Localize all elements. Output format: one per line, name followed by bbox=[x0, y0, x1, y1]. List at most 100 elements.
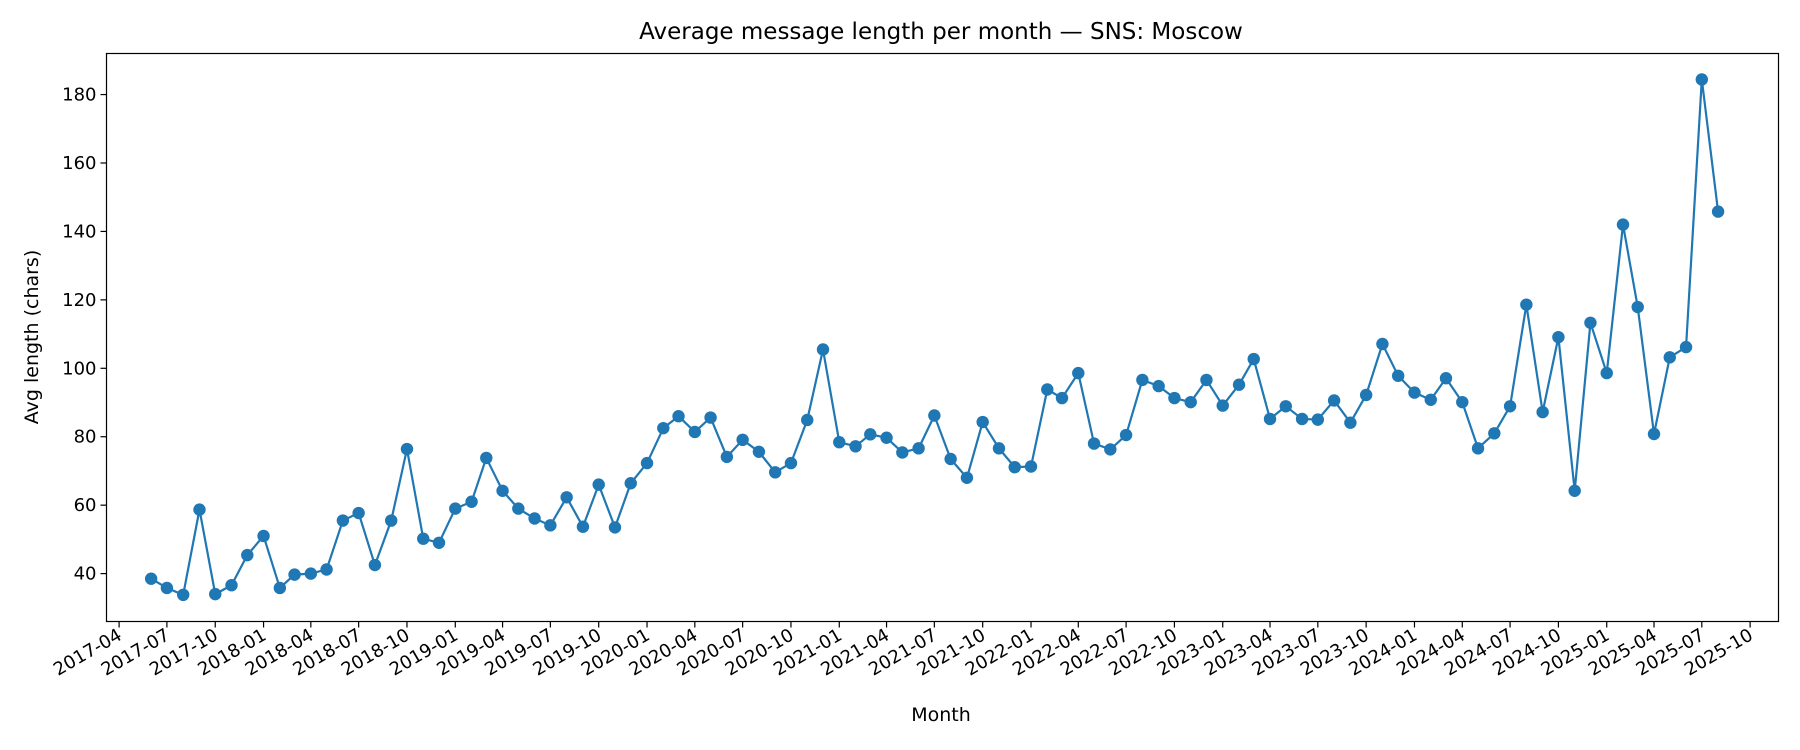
data-point bbox=[1679, 340, 1693, 354]
data-point bbox=[896, 446, 909, 459]
data-point bbox=[1711, 205, 1725, 218]
data-point bbox=[352, 506, 365, 520]
data-point bbox=[1168, 391, 1181, 405]
data-point bbox=[624, 477, 637, 490]
data-point bbox=[160, 581, 174, 595]
y-tick-label: 120 bbox=[62, 290, 96, 311]
data-point bbox=[736, 433, 749, 447]
data-point bbox=[1568, 484, 1581, 497]
data-point bbox=[144, 572, 158, 585]
data-point bbox=[336, 514, 350, 527]
data-point bbox=[1552, 330, 1565, 344]
data-point bbox=[1647, 427, 1661, 441]
data-point bbox=[1359, 388, 1373, 402]
data-point bbox=[1184, 395, 1197, 409]
data-point bbox=[1456, 395, 1469, 409]
data-point bbox=[304, 567, 318, 580]
data-point bbox=[1008, 460, 1021, 474]
plot-frame bbox=[105, 52, 1780, 623]
data-point bbox=[1200, 373, 1213, 387]
data-point bbox=[1439, 372, 1453, 385]
data-point bbox=[241, 548, 254, 562]
data-point bbox=[1247, 352, 1260, 366]
data-point bbox=[1136, 373, 1149, 387]
data-point bbox=[417, 532, 430, 545]
data-point bbox=[560, 491, 573, 504]
data-point bbox=[1503, 400, 1517, 413]
data-point bbox=[193, 503, 206, 516]
data-point bbox=[1152, 379, 1165, 393]
data-point bbox=[1311, 413, 1325, 426]
data-point bbox=[576, 520, 590, 533]
data-point bbox=[288, 568, 301, 581]
data-point bbox=[1376, 337, 1389, 351]
data-point bbox=[1263, 412, 1277, 426]
y-axis: 40 60 80 100 120 140 160 180 bbox=[62, 85, 107, 585]
data-point bbox=[833, 436, 846, 449]
data-point bbox=[849, 440, 862, 453]
data-point bbox=[1041, 383, 1054, 396]
data-point bbox=[1279, 400, 1292, 413]
data-point bbox=[512, 502, 525, 515]
data-point bbox=[400, 442, 414, 456]
data-point bbox=[176, 588, 190, 602]
data-point bbox=[1327, 394, 1341, 407]
data-point bbox=[480, 451, 493, 465]
data-point bbox=[928, 409, 941, 422]
data-point bbox=[209, 587, 222, 601]
y-axis-title: Avg length (chars) bbox=[21, 250, 43, 425]
data-point bbox=[880, 431, 893, 444]
y-tick-label: 80 bbox=[74, 427, 97, 448]
y-tick-label: 180 bbox=[62, 85, 96, 106]
data-point bbox=[1536, 405, 1549, 419]
data-point bbox=[768, 466, 782, 479]
y-tick-label: 60 bbox=[74, 495, 97, 516]
data-point bbox=[1408, 386, 1421, 399]
data-point bbox=[657, 421, 670, 435]
data-point bbox=[320, 563, 333, 576]
data-point bbox=[801, 413, 814, 427]
data-point bbox=[592, 478, 605, 491]
y-tick-label: 160 bbox=[62, 153, 96, 174]
data-point bbox=[1695, 73, 1709, 86]
data-point bbox=[432, 536, 446, 549]
data-point bbox=[273, 581, 287, 595]
data-point bbox=[704, 411, 717, 424]
x-axis-title: Month bbox=[911, 704, 971, 726]
data-point bbox=[1087, 437, 1101, 450]
data-point bbox=[544, 519, 557, 532]
data-point bbox=[608, 521, 622, 534]
data-point bbox=[1119, 428, 1133, 442]
data-point bbox=[784, 456, 798, 470]
data-point bbox=[496, 484, 509, 497]
data-point bbox=[385, 514, 398, 527]
data-point bbox=[960, 471, 974, 484]
data-point bbox=[1520, 298, 1533, 311]
data-point bbox=[944, 452, 957, 466]
data-point bbox=[1424, 393, 1437, 406]
plot-area bbox=[144, 73, 1725, 602]
data-point bbox=[672, 410, 685, 423]
data-point bbox=[864, 428, 877, 441]
data-point bbox=[465, 495, 478, 508]
data-point bbox=[225, 579, 238, 592]
data-point bbox=[257, 529, 270, 543]
data-point bbox=[1391, 369, 1405, 383]
data-point bbox=[368, 558, 382, 572]
y-tick-label: 100 bbox=[62, 358, 96, 379]
data-point bbox=[1488, 427, 1501, 440]
data-point bbox=[1344, 416, 1357, 429]
data-point bbox=[1024, 460, 1038, 473]
data-point bbox=[720, 450, 734, 464]
data-point bbox=[1600, 366, 1613, 380]
data-point bbox=[1295, 412, 1309, 426]
data-point bbox=[1232, 378, 1246, 391]
data-point bbox=[992, 442, 1006, 455]
data-point bbox=[1631, 300, 1644, 314]
data-point bbox=[688, 425, 702, 439]
data-point bbox=[1663, 351, 1676, 364]
data-point bbox=[1072, 366, 1085, 380]
data-point bbox=[1616, 218, 1630, 231]
